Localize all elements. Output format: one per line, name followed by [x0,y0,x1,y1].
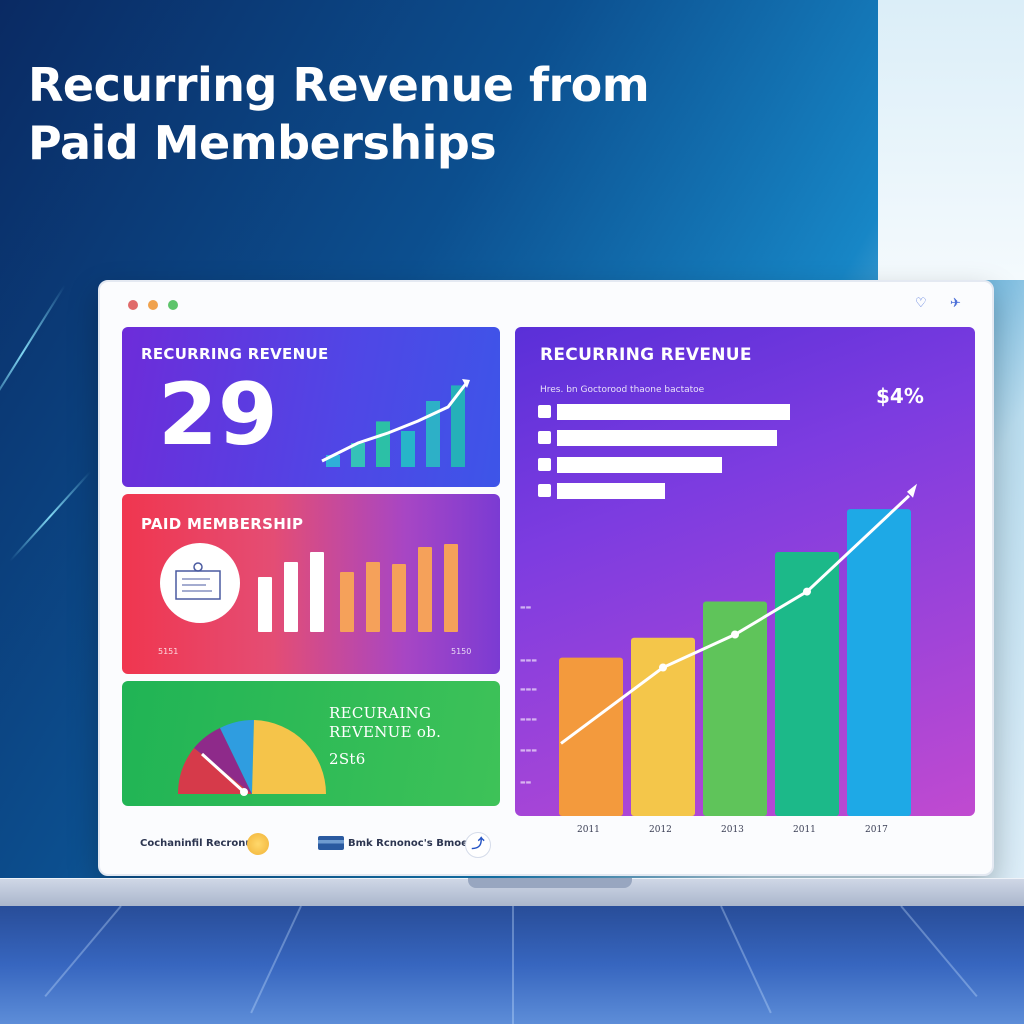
background-window-panel [878,0,1024,280]
laptop-hinge-notch [468,878,632,888]
x-tick-label: 2017 [865,825,888,835]
y-tick: ▬▬▬ [520,747,538,754]
mini-bar [340,572,354,632]
page-headline: Recurring Revenue from Paid Memberships [28,56,650,172]
gauge-title-line-2: REVENUE ob. [329,723,442,741]
mini-bar [258,577,272,632]
mini-bar [451,385,465,467]
y-tick: ▬▬▬ [520,657,538,664]
mini-bar [426,401,440,467]
trend-arrowhead [907,483,917,498]
x-tick-label: 2011 [577,825,600,835]
plane-icon[interactable]: ✈ [950,296,961,311]
paid-right-label: 5150 [451,647,472,656]
paid-membership-title: PAID MEMBERSHIP [141,515,304,533]
y-tick: ▬▬▬ [520,716,538,723]
chart-bar[interactable] [559,657,623,816]
mini-bar [444,544,458,632]
legend-checkbox[interactable] [538,431,551,444]
paid-membership-bars [258,544,458,632]
legend-bar [557,430,777,446]
y-tick: ▬▬ [520,604,532,611]
mini-bar [401,431,415,467]
chart-bar[interactable] [703,601,767,817]
mini-bar [284,562,298,632]
mini-bar [418,547,432,632]
mini-bar [376,421,390,467]
legend-checkbox[interactable] [538,405,551,418]
trend-point [659,663,667,672]
footer-middle-label: Bmk Rcnonoc's Bmoe [348,838,468,849]
headline-line-2: Paid Memberships [28,116,497,170]
trend-arrow-icon[interactable]: ⤴ [465,832,491,858]
gauge-chart [177,719,326,796]
trend-point [803,587,811,596]
recurring-revenue-title: RECURRING REVENUE [141,345,329,363]
heart-icon[interactable]: ♡ [915,296,927,311]
recurring-revenue-value: 29 [158,365,278,465]
main-chart-subtitle: Hres. bn Goctorood thaone bactatoe [540,385,705,395]
mini-bar [351,443,365,467]
trend-point [731,630,739,639]
membership-card-illustration [160,543,240,623]
x-tick-label: 2013 [721,825,744,835]
legend-bar [557,483,665,499]
laptop-keyboard [0,906,1024,1024]
footer-left-label: Cochaninfil Recronuc [140,838,259,849]
y-tick: ▬▬▬ [520,686,538,693]
main-bar-chart [559,483,917,817]
document-icon [175,562,221,600]
x-tick-label: 2011 [793,825,816,835]
gauge-value: 2St6 [329,750,366,768]
legend-checkbox[interactable] [538,458,551,471]
window-maximize-dot[interactable] [168,300,178,310]
light-streak [9,471,92,562]
y-tick: ▬▬ [520,779,532,786]
gauge-title-line-1: RECURAING [329,704,432,722]
window-close-dot[interactable] [128,300,138,310]
light-streak [0,284,66,422]
x-tick-label: 2012 [649,825,672,835]
paid-left-label: 5151 [158,647,179,656]
headline-line-1: Recurring Revenue from [28,58,650,112]
growth-percent: $4% [876,384,924,408]
legend-bar [557,457,722,473]
mini-bar [392,564,406,632]
mini-bar [366,562,380,632]
keyboard-divider [512,906,514,1024]
window-minimize-dot[interactable] [148,300,158,310]
recurring-mini-chart [321,379,470,467]
main-chart-title: RECURRING REVENUE [540,345,752,365]
legend-checkbox[interactable] [538,484,551,497]
mini-bar [310,552,324,632]
chart-bar[interactable] [631,637,695,816]
legend-bar [557,404,790,420]
chart-bar[interactable] [775,552,839,816]
chart-bar[interactable] [847,509,911,816]
coin-icon[interactable] [247,833,269,855]
bank-icon [318,836,344,850]
